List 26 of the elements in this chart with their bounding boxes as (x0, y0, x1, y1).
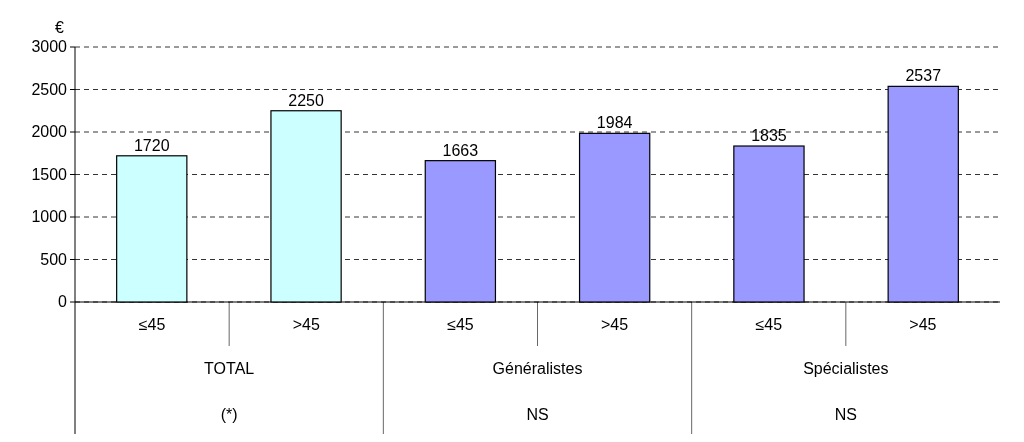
data-label: 2537 (905, 67, 942, 85)
text: NS (526, 406, 549, 423)
y-tick-label: 0 (58, 293, 68, 310)
text: TOTAL (204, 360, 255, 377)
x-tick-label: ≤45 (755, 316, 783, 333)
text: (*) (220, 406, 238, 423)
y-tick-label: 2000 (31, 123, 68, 140)
x-tick-label: >45 (601, 316, 629, 333)
data-label: 1984 (596, 114, 633, 132)
y-tick-label: 1000 (31, 208, 68, 225)
text: Généralistes (492, 360, 583, 377)
x-tick-label: ≤45 (447, 316, 474, 333)
x-tick-label: >45 (292, 316, 320, 333)
y-tick-label: 1500 (31, 165, 68, 183)
x-tick-label: ≤45 (138, 316, 166, 333)
y-axis-title: € (55, 19, 64, 36)
x-tick-label: >45 (909, 316, 937, 333)
data-label: 1663 (442, 141, 479, 159)
data-label: 2250 (288, 91, 324, 109)
y-tick-label: 2500 (31, 80, 68, 98)
data-label: 1720 (133, 136, 170, 154)
text: NS (834, 406, 857, 423)
y-tick-label: 500 (40, 250, 68, 268)
data-label: 1835 (751, 127, 787, 145)
text: Spécialistes (803, 360, 889, 377)
y-tick-label: 3000 (31, 38, 68, 55)
